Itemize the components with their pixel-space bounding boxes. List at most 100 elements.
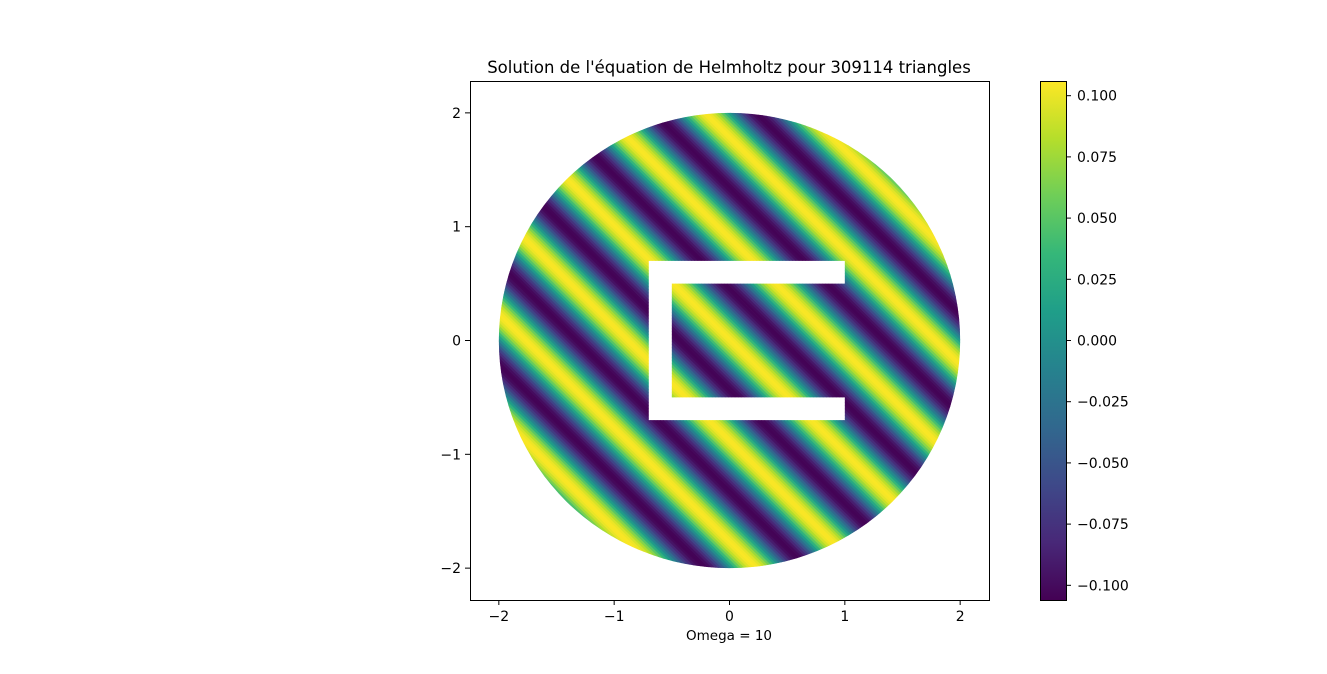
wave-band <box>498 132 941 569</box>
wave-band <box>498 112 961 569</box>
wave-band <box>553 112 961 515</box>
wave-band <box>535 112 961 533</box>
wave-band <box>498 164 908 569</box>
wave-band <box>550 112 961 518</box>
wave-band <box>525 112 961 542</box>
wave-band <box>519 112 961 549</box>
x-tick-label: −1 <box>604 609 625 625</box>
wave-band <box>558 112 961 510</box>
wave-band <box>551 112 961 516</box>
wave-band <box>520 112 961 547</box>
wave-band <box>515 112 961 552</box>
wave-band <box>498 159 913 569</box>
wave-band <box>498 126 947 569</box>
wave-band <box>498 135 937 569</box>
wave-band <box>498 112 961 569</box>
wave-band <box>498 171 902 569</box>
wave-band <box>504 112 961 563</box>
wave-band <box>498 112 961 569</box>
wave-band <box>498 112 961 569</box>
colorbar-tick-label: 0.100 <box>1077 89 1117 105</box>
wave-band <box>499 112 961 568</box>
wave-band <box>564 112 961 504</box>
wave-band <box>498 134 939 569</box>
colorbar-tick-label: 0.025 <box>1077 272 1117 288</box>
wave-band <box>498 127 946 569</box>
wave-band <box>523 112 961 544</box>
wave-band <box>540 112 961 528</box>
wave-band <box>498 155 918 569</box>
wave-band <box>498 158 915 569</box>
wave-band <box>537 112 961 531</box>
wave-band <box>498 114 959 569</box>
wave-band <box>528 112 961 539</box>
wave-band <box>498 139 934 569</box>
wave-band <box>498 153 919 569</box>
y-tick-label: 1 <box>452 220 461 236</box>
x-tick-label: −2 <box>489 609 510 625</box>
y-tick-label: 0 <box>452 334 461 350</box>
y-axis-ticks: −2 −1 0 1 2 <box>440 106 470 577</box>
wave-band <box>498 176 897 569</box>
wave-band <box>498 112 961 569</box>
wave-band <box>501 112 961 566</box>
wave-band <box>563 112 961 505</box>
wave-band <box>510 112 961 557</box>
wave-band <box>498 112 961 569</box>
y-tick-label: −1 <box>440 447 461 463</box>
wave-band <box>498 148 924 569</box>
colorbar-tick-label: −0.025 <box>1077 395 1129 411</box>
wave-band <box>517 112 961 550</box>
x-tick-label: 1 <box>840 609 849 625</box>
wave-band <box>554 112 961 513</box>
wave-band <box>498 145 928 569</box>
wave-band <box>498 119 954 569</box>
wave-band <box>498 113 960 569</box>
wave-band <box>498 163 910 569</box>
wave-band <box>498 112 961 569</box>
wave-band <box>548 112 961 520</box>
colorbar-tick-label: 0.050 <box>1077 211 1117 227</box>
wave-band <box>498 112 961 569</box>
wave-band <box>545 112 961 523</box>
wave-band <box>522 112 961 545</box>
wave-band <box>498 169 903 569</box>
wave-band <box>498 131 942 569</box>
colorbar-tick-label: −0.100 <box>1077 578 1129 594</box>
chart-title: Solution de l'équation de Helmholtz pour… <box>487 58 971 77</box>
wave-band <box>498 166 906 569</box>
x-tick-label: 0 <box>725 609 734 625</box>
wave-band <box>559 112 961 508</box>
wave-band <box>498 174 898 569</box>
wave-band <box>498 112 961 569</box>
wave-band <box>556 112 961 512</box>
wave-band <box>541 112 961 526</box>
wave-band <box>498 116 957 569</box>
wave-band <box>561 112 961 507</box>
colorbar-tick-label: 0.000 <box>1077 334 1117 350</box>
wave-band <box>498 156 916 569</box>
wave-band <box>498 161 911 569</box>
wave-band <box>498 118 955 569</box>
wave-band <box>498 112 961 569</box>
wave-band <box>498 150 923 569</box>
wave-band <box>498 112 961 569</box>
wave-band <box>530 112 961 537</box>
y-tick-label: −2 <box>440 561 461 577</box>
wave-band <box>498 129 944 569</box>
wave-band <box>498 137 936 569</box>
wave-band <box>502 112 961 565</box>
wave-band <box>509 112 961 558</box>
wave-band <box>498 140 932 569</box>
x-axis-label: Omega = 10 <box>686 628 772 644</box>
wave-band <box>514 112 961 553</box>
wave-band <box>532 112 961 536</box>
wave-band <box>543 112 961 524</box>
wave-band <box>498 147 926 569</box>
wave-band <box>498 112 961 569</box>
wave-band <box>498 143 929 569</box>
wave-band <box>498 112 961 569</box>
wave-band <box>498 172 900 569</box>
wave-band <box>506 112 961 562</box>
